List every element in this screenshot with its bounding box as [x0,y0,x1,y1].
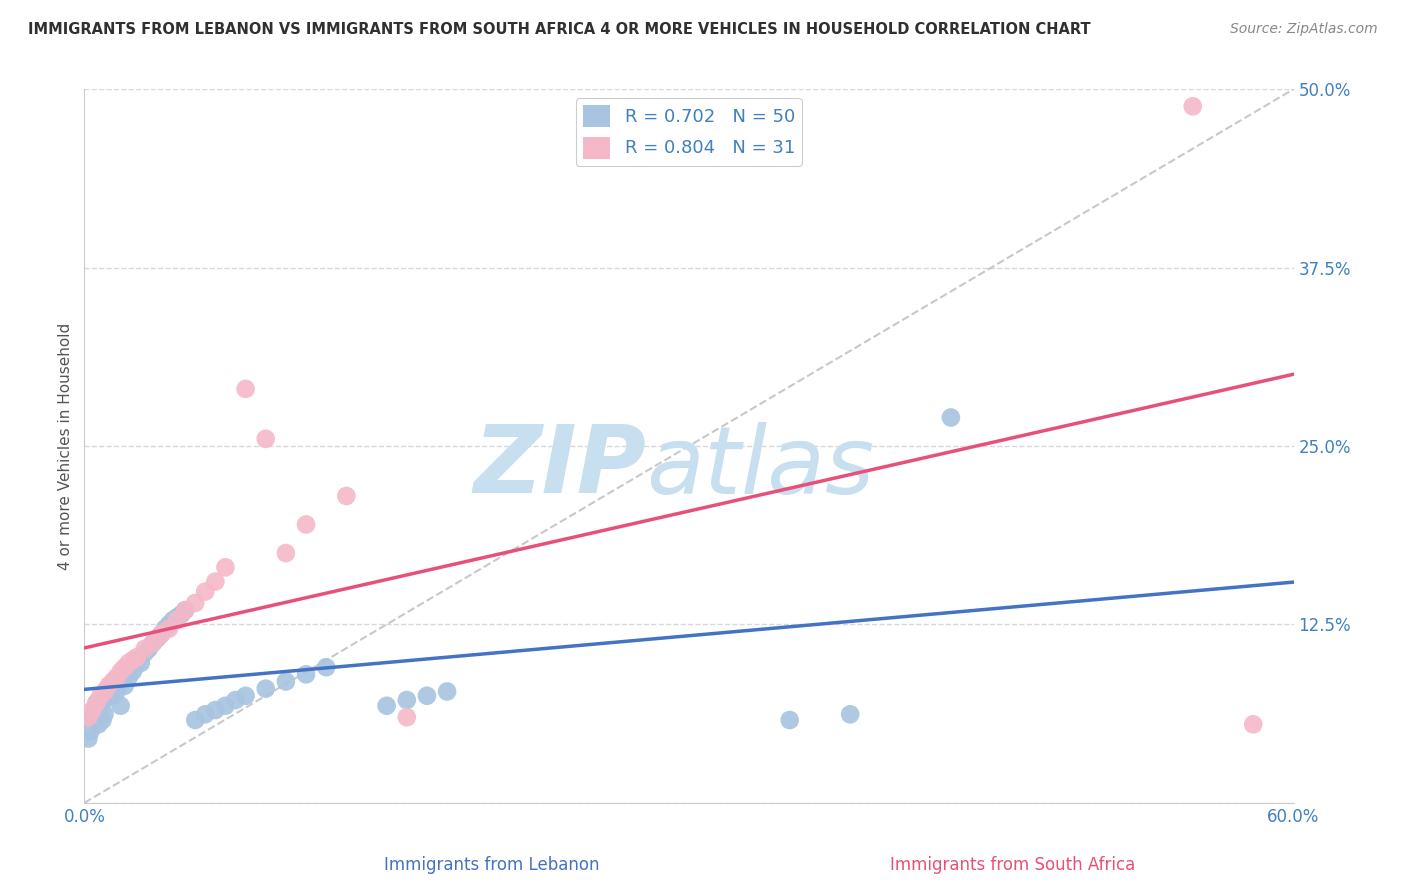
Point [79,724,101,739]
Point [166,610,188,624]
Point [295,517,318,532]
Point [89,689,111,703]
Point [166,613,188,627]
Point [77,731,100,746]
Text: Source: ZipAtlas.com: Source: ZipAtlas.com [1230,22,1378,37]
Point [91,713,114,727]
Point [125,650,148,665]
Point [235,382,257,396]
Point [114,679,136,693]
Point [436,684,458,698]
Point [162,613,184,627]
Point [170,607,193,622]
Point [146,632,169,646]
Point [395,693,418,707]
Point [1181,99,1204,113]
Point [174,603,197,617]
Point [214,560,236,574]
Point [416,689,439,703]
Point [118,670,141,684]
Point [77,710,100,724]
Point [82,710,104,724]
Point [142,636,165,650]
Point [274,546,297,560]
Point [395,710,418,724]
Point [114,660,136,674]
Point [149,627,172,641]
Point [939,410,962,425]
Point [124,660,146,674]
Point [157,622,180,636]
Point [839,707,862,722]
Point [153,622,176,636]
Point [93,684,115,698]
Point [295,667,318,681]
Point [142,636,165,650]
Point [134,646,156,660]
Point [125,653,148,667]
Point [93,707,115,722]
Point [114,667,136,681]
Text: Immigrants from Lebanon: Immigrants from Lebanon [384,856,600,874]
Point [1241,717,1264,731]
Point [101,674,124,689]
Point [134,641,156,656]
Point [87,717,110,731]
Point [97,681,120,696]
Point [138,641,160,656]
Legend: R = 0.702   N = 50, R = 0.804   N = 31: R = 0.702 N = 50, R = 0.804 N = 31 [576,98,801,166]
Point [184,596,207,610]
Point [121,665,143,679]
Point [105,670,128,684]
Point [89,698,111,713]
Point [129,656,152,670]
Point [110,698,132,713]
Text: Immigrants from South Africa: Immigrants from South Africa [890,856,1135,874]
Point [157,617,180,632]
Point [83,703,105,717]
Point [315,660,337,674]
Point [254,681,277,696]
Point [184,713,207,727]
Point [254,432,277,446]
Point [204,703,226,717]
Point [149,627,172,641]
Point [235,689,257,703]
Point [779,713,801,727]
Point [194,707,217,722]
Point [118,656,141,670]
Point [86,696,108,710]
Text: atlas: atlas [647,422,875,513]
Point [97,679,120,693]
Y-axis label: 4 or more Vehicles in Household: 4 or more Vehicles in Household [58,322,73,570]
Point [375,698,398,713]
Point [194,584,217,599]
Point [121,653,143,667]
Point [104,674,127,689]
Point [86,696,108,710]
Text: ZIP: ZIP [474,421,647,514]
Text: IMMIGRANTS FROM LEBANON VS IMMIGRANTS FROM SOUTH AFRICA 4 OR MORE VEHICLES IN HO: IMMIGRANTS FROM LEBANON VS IMMIGRANTS FR… [28,22,1091,37]
Point [82,703,104,717]
Point [335,489,357,503]
Point [174,603,197,617]
Point [110,665,132,679]
Point [105,684,128,698]
Point [93,693,115,707]
Point [214,698,236,713]
Point [204,574,226,589]
Point [225,693,247,707]
Point [274,674,297,689]
Point [101,689,124,703]
